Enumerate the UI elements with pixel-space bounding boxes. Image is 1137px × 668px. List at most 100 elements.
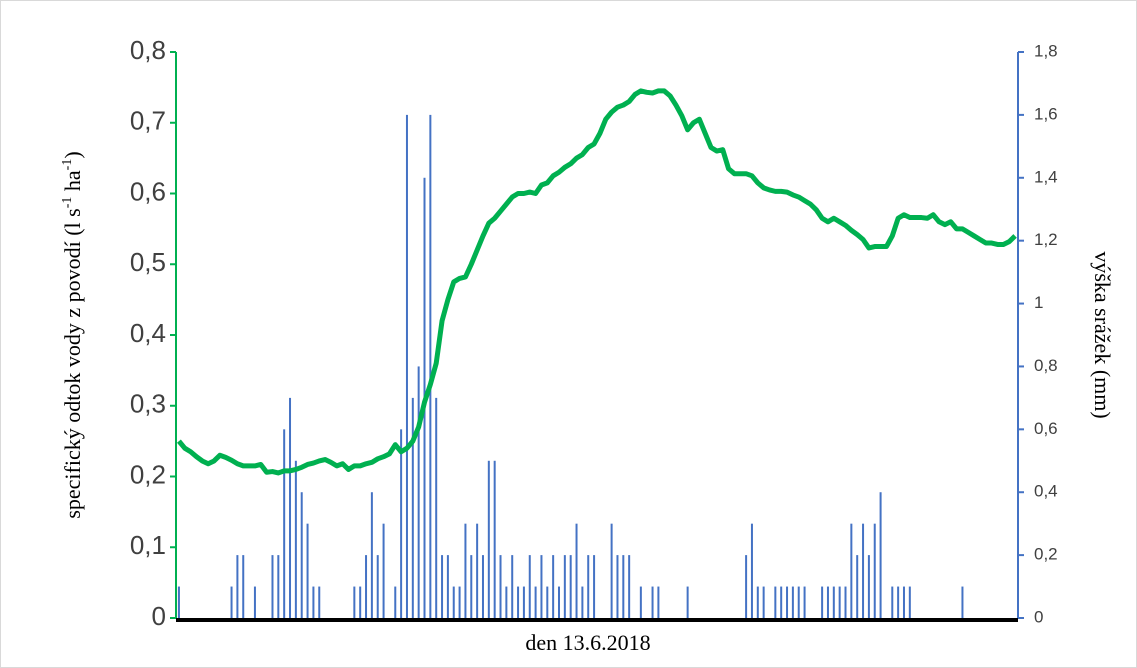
precip-bar — [289, 397, 292, 618]
precip-bar — [452, 586, 455, 618]
precip-bar — [745, 555, 748, 618]
precip-bar — [177, 586, 180, 618]
y2-tick-label: 1 — [1034, 293, 1043, 312]
precip-bar — [517, 586, 520, 618]
precip-bar — [569, 555, 572, 618]
precip-bar — [628, 555, 631, 618]
precip-bar — [382, 523, 385, 618]
precip-bar — [546, 586, 549, 618]
precip-bar — [540, 555, 543, 618]
precip-bar — [686, 586, 689, 618]
precip-bar — [821, 586, 824, 618]
precip-bar — [464, 523, 467, 618]
y-tick-label: 0,6 — [130, 176, 166, 206]
y2-tick-label: 0,4 — [1034, 482, 1058, 501]
precip-bar — [856, 555, 859, 618]
y-axis-title-part: ) — [60, 151, 85, 158]
precip-bar — [446, 555, 449, 618]
precip-bar — [610, 523, 613, 618]
runoff-line — [176, 88, 1017, 476]
precip-bar — [230, 586, 233, 618]
precip-bar — [359, 586, 362, 618]
precip-bar — [902, 586, 905, 618]
precip-bar — [441, 555, 444, 618]
precip-bar — [791, 586, 794, 618]
precip-bar — [470, 555, 473, 618]
precip-bar — [756, 586, 759, 618]
y-axis-title: specifický odtok vody z povodí (l s-1 ha… — [60, 151, 85, 518]
precip-bar — [622, 555, 625, 618]
y-tick-label: 0,7 — [130, 106, 166, 136]
precip-bar — [780, 586, 783, 618]
precip-bar — [581, 586, 584, 618]
y-tick-label: 0,3 — [130, 389, 166, 419]
precip-bar — [850, 523, 853, 618]
precip-bar — [587, 555, 590, 618]
precip-bar — [657, 586, 660, 618]
precip-bar — [616, 555, 619, 618]
y-tick-label: 0,2 — [130, 459, 166, 489]
y2-axis-title: výška srážek (mm) — [1090, 251, 1115, 418]
precip-bar — [522, 586, 525, 618]
y2-tick-label: 1,8 — [1034, 41, 1058, 60]
y-tick-label: 0,4 — [130, 318, 166, 348]
precip-bar — [511, 555, 514, 618]
precip-bar — [879, 492, 882, 618]
precip-bar — [797, 586, 800, 618]
precip-bar — [844, 586, 847, 618]
y-tick-label: 0,1 — [130, 530, 166, 560]
precip-bar — [487, 460, 490, 618]
precip-bar — [908, 586, 911, 618]
precip-bar — [253, 586, 256, 618]
y-tick-label: 0,5 — [130, 247, 166, 277]
precip-bar — [394, 586, 397, 618]
precip-bar — [832, 586, 835, 618]
precip-bar — [400, 429, 403, 618]
y2-tick-label: 1,6 — [1034, 104, 1058, 123]
precip-bar — [867, 555, 870, 618]
y2-tick-label: 0 — [1034, 607, 1043, 626]
precip-bar — [961, 586, 964, 618]
precip-bar — [493, 460, 496, 618]
y2-tick-label: 1,4 — [1034, 167, 1058, 186]
precip-bar — [750, 523, 753, 618]
precip-bar — [481, 555, 484, 618]
precip-bar — [476, 523, 479, 618]
precip-bar — [405, 114, 408, 618]
precip-bar — [897, 586, 900, 618]
y-axis-title-part: specifický odtok vody z povodí (l s — [60, 208, 85, 518]
precip-bar — [417, 366, 420, 618]
precip-bar — [557, 586, 560, 618]
precip-bar — [370, 492, 373, 618]
precip-bar — [242, 555, 245, 618]
precip-bar — [651, 586, 654, 618]
precip-bar — [528, 555, 531, 618]
precip-bar — [429, 114, 432, 618]
precip-bar — [838, 586, 841, 618]
precip-bar — [411, 397, 414, 618]
precip-bar — [277, 555, 280, 618]
precip-bar — [563, 555, 566, 618]
precip-bar — [458, 586, 461, 618]
y2-tick-label: 0,2 — [1034, 545, 1058, 564]
precip-bar — [786, 586, 789, 618]
precip-bar — [376, 555, 379, 618]
precip-bar — [505, 586, 508, 618]
precip-bar — [575, 523, 578, 618]
y-axis-title-part: ha — [60, 170, 85, 197]
precip-bar — [283, 429, 286, 618]
y-axis-title-part: -1 — [60, 197, 75, 209]
y-axis-title-part: -1 — [60, 159, 75, 171]
precip-bar — [435, 397, 438, 618]
y2-tick-label: 0,6 — [1034, 419, 1058, 438]
precip-bar — [271, 555, 274, 618]
y-tick-label: 0,8 — [130, 35, 166, 65]
precip-bar — [826, 586, 829, 618]
precip-bar — [312, 586, 315, 618]
precip-bar — [306, 523, 309, 618]
precip-bar — [294, 460, 297, 618]
y2-tick-label: 1,2 — [1034, 230, 1058, 249]
precip-bar — [762, 586, 765, 618]
